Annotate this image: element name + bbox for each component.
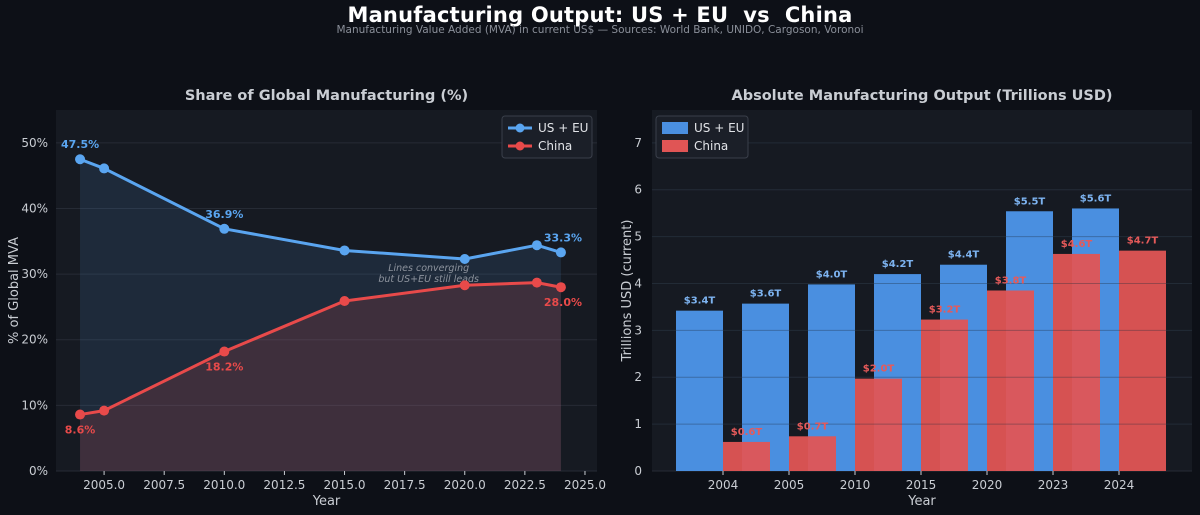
china-point xyxy=(555,282,566,293)
y-tick-label: 30% xyxy=(21,267,48,281)
bar-value-label: $4.4T xyxy=(948,250,980,261)
us-eu-point xyxy=(99,163,110,174)
data-label: 8.6% xyxy=(65,424,96,437)
china-point xyxy=(459,280,470,291)
bar-value-label: $3.2T xyxy=(929,305,961,316)
us-eu-point xyxy=(75,154,86,165)
bar-value-label: $5.5T xyxy=(1014,196,1046,207)
data-label: 28.0% xyxy=(544,296,582,309)
x-tick-label: 2023 xyxy=(1038,478,1069,492)
y-tick-label: 50% xyxy=(21,136,48,150)
us-eu-point xyxy=(219,223,230,234)
china-area xyxy=(80,282,561,471)
us-eu-point xyxy=(459,253,470,264)
bar-value-label: $0.7T xyxy=(797,421,829,432)
x-tick-label: 2010 xyxy=(840,478,871,492)
us-eu-point xyxy=(531,240,542,251)
china-bar xyxy=(789,436,836,471)
china-point xyxy=(339,296,350,307)
x-axis-label: Year xyxy=(312,494,341,509)
y-tick-label: 0 xyxy=(634,464,642,478)
bar-value-label: $4.0T xyxy=(816,269,848,280)
bar-value-label: $4.2T xyxy=(882,259,914,270)
x-tick-label: 2015.0 xyxy=(324,478,366,492)
bar-value-label: $5.6T xyxy=(1080,193,1112,204)
y-axis-label: % of Global MVA xyxy=(7,237,22,344)
bar-value-label: $3.6T xyxy=(750,289,782,300)
bar-value-label: $0.6T xyxy=(731,427,763,438)
legend-marker xyxy=(515,141,525,151)
x-tick-label: 2020 xyxy=(972,478,1003,492)
figure-subtitle: Manufacturing Value Added (MVA) in curre… xyxy=(336,24,864,36)
x-tick-label: 2024 xyxy=(1104,478,1135,492)
y-tick-label: 1 xyxy=(634,417,642,431)
chart-title: Absolute Manufacturing Output (Trillions… xyxy=(731,88,1112,104)
y-tick-label: 4 xyxy=(634,276,642,290)
us-eu-area xyxy=(80,159,561,471)
china-point xyxy=(99,405,110,416)
data-label: 33.3% xyxy=(544,231,582,244)
us-eu-point xyxy=(555,247,566,258)
y-tick-label: 3 xyxy=(634,323,642,337)
y-tick-label: 40% xyxy=(21,201,48,215)
x-tick-label: 2007.5 xyxy=(143,478,185,492)
x-tick-label: 2022.5 xyxy=(504,478,546,492)
legend-swatch xyxy=(662,140,688,152)
annotation-text: but US+EU still leads xyxy=(378,274,479,285)
x-tick-label: 2017.5 xyxy=(384,478,426,492)
legend-swatch xyxy=(662,122,688,134)
x-tick-label: 2004 xyxy=(708,478,739,492)
data-label: 47.5% xyxy=(61,138,99,151)
y-tick-label: 10% xyxy=(21,398,48,412)
bar-value-label: $3.8T xyxy=(995,276,1027,287)
y-axis-label: Trillions USD (current) xyxy=(620,220,635,363)
share-line-chart: Share of Global Manufacturing (%) 0% 10% 20… xyxy=(7,88,606,509)
figure-title: Manufacturing Output: US + EU vs China xyxy=(347,3,853,27)
bar-value-label: $4.6T xyxy=(1061,239,1093,250)
data-label: 18.2% xyxy=(205,361,243,374)
chart-title: Share of Global Manufacturing (%) xyxy=(185,88,468,104)
plot-area xyxy=(56,110,597,471)
china-bar xyxy=(723,441,770,471)
y-tick-label: 7 xyxy=(634,136,642,150)
output-bar-chart: Absolute Manufacturing Output (Trillions… xyxy=(620,88,1192,509)
china-bar xyxy=(987,290,1034,471)
y-tick-label: 5 xyxy=(634,230,642,244)
china-bar xyxy=(855,378,902,471)
annotation-text: Lines converging xyxy=(388,263,469,274)
china-point xyxy=(219,346,230,357)
y-tick-label: 6 xyxy=(634,183,642,197)
us-eu-bar xyxy=(676,310,723,471)
legend-label: China xyxy=(538,139,572,153)
x-tick-label: 2020.0 xyxy=(444,478,486,492)
y-tick-label: 20% xyxy=(21,333,48,347)
legend-label: US + EU xyxy=(694,121,744,135)
y-tick-label: 0% xyxy=(29,464,48,478)
bar-value-label: $2.0T xyxy=(863,364,895,375)
x-axis-label: Year xyxy=(907,494,936,509)
x-tick-label: 2012.5 xyxy=(263,478,305,492)
data-label: 36.9% xyxy=(205,208,243,221)
us-eu-point xyxy=(339,245,350,256)
china-point xyxy=(75,409,86,420)
x-tick-label: 2025.0 xyxy=(564,478,606,492)
legend-marker xyxy=(515,123,525,133)
china-bar xyxy=(1119,250,1166,471)
x-tick-label: 2010.0 xyxy=(203,478,245,492)
y-tick-label: 2 xyxy=(634,370,642,384)
bar-value-label: $4.7T xyxy=(1127,236,1159,247)
x-tick-label: 2005.0 xyxy=(83,478,125,492)
bar-value-label: $3.4T xyxy=(684,296,716,307)
china-point xyxy=(531,277,542,288)
x-tick-label: 2005 xyxy=(774,478,805,492)
legend-label: US + EU xyxy=(538,121,588,135)
x-tick-label: 2015 xyxy=(906,478,937,492)
china-bar xyxy=(921,319,968,471)
legend-label: China xyxy=(694,139,728,153)
china-bar xyxy=(1053,253,1100,471)
